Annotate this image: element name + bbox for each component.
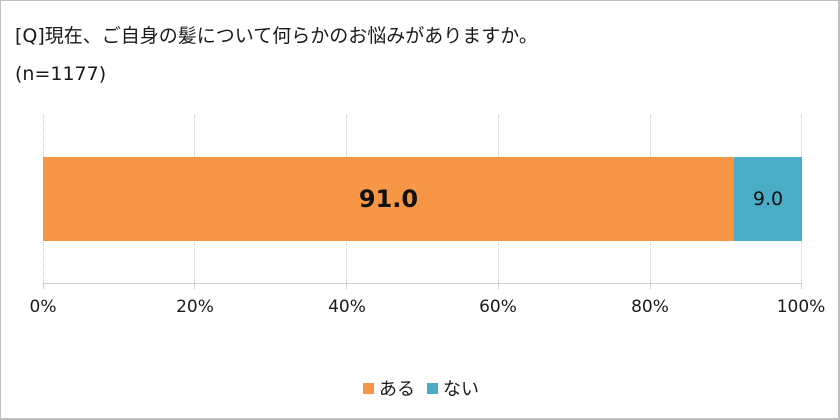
x-tick-label: 20% (176, 297, 214, 317)
legend-swatch-orange-icon (363, 382, 374, 394)
legend-label: ある (379, 379, 415, 400)
tick-mark (43, 283, 44, 289)
tick-mark (498, 283, 499, 289)
bar-segment-nai: 9.0 (734, 157, 802, 241)
tick-mark (194, 283, 195, 289)
x-tick-label: 40% (328, 297, 366, 317)
legend-item-nai: ない (427, 375, 479, 401)
bar-segment-aru: 91.0 (43, 157, 734, 241)
tick-mark (346, 283, 347, 289)
legend-item-aru: ある (363, 375, 415, 401)
x-tick-label: 60% (479, 297, 517, 317)
x-axis-line (43, 283, 802, 284)
legend-swatch-blue-icon (427, 382, 438, 394)
tick-mark (650, 283, 651, 289)
data-label-aru: 91.0 (358, 185, 419, 213)
chart-title: [Q]現在、ご自身の髪について何らかのお悩みがありますか。 (15, 25, 538, 47)
x-tick-label: 80% (631, 297, 669, 317)
x-tick-label: 0% (29, 297, 57, 317)
x-tick-label: 100% (776, 297, 826, 317)
legend: ある ない (1, 375, 840, 401)
tick-mark (801, 283, 802, 289)
sample-size: (n=1177) (15, 63, 107, 85)
data-label-nai: 9.0 (752, 188, 784, 210)
legend-label: ない (443, 379, 479, 400)
